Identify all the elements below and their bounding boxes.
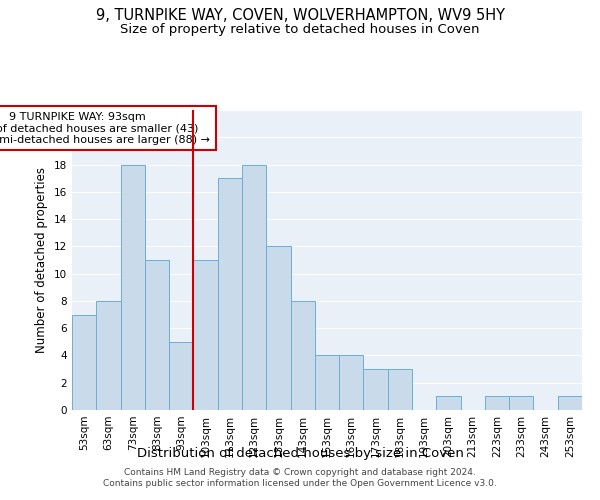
Bar xyxy=(96,301,121,410)
Bar xyxy=(145,260,169,410)
Bar xyxy=(339,356,364,410)
Bar xyxy=(121,164,145,410)
Bar xyxy=(364,369,388,410)
Bar xyxy=(558,396,582,410)
Text: Distribution of detached houses by size in Coven: Distribution of detached houses by size … xyxy=(137,448,463,460)
Bar xyxy=(315,356,339,410)
Bar xyxy=(290,301,315,410)
Bar xyxy=(388,369,412,410)
Bar xyxy=(485,396,509,410)
Bar xyxy=(266,246,290,410)
Bar xyxy=(218,178,242,410)
Text: Size of property relative to detached houses in Coven: Size of property relative to detached ho… xyxy=(120,22,480,36)
Bar xyxy=(169,342,193,410)
Bar xyxy=(193,260,218,410)
Bar xyxy=(72,314,96,410)
Y-axis label: Number of detached properties: Number of detached properties xyxy=(35,167,49,353)
Bar xyxy=(436,396,461,410)
Bar xyxy=(509,396,533,410)
Text: Contains HM Land Registry data © Crown copyright and database right 2024.
Contai: Contains HM Land Registry data © Crown c… xyxy=(103,468,497,487)
Text: 9, TURNPIKE WAY, COVEN, WOLVERHAMPTON, WV9 5HY: 9, TURNPIKE WAY, COVEN, WOLVERHAMPTON, W… xyxy=(95,8,505,22)
Text: 9 TURNPIKE WAY: 93sqm
← 33% of detached houses are smaller (43)
67% of semi-deta: 9 TURNPIKE WAY: 93sqm ← 33% of detached … xyxy=(0,112,210,144)
Bar xyxy=(242,164,266,410)
